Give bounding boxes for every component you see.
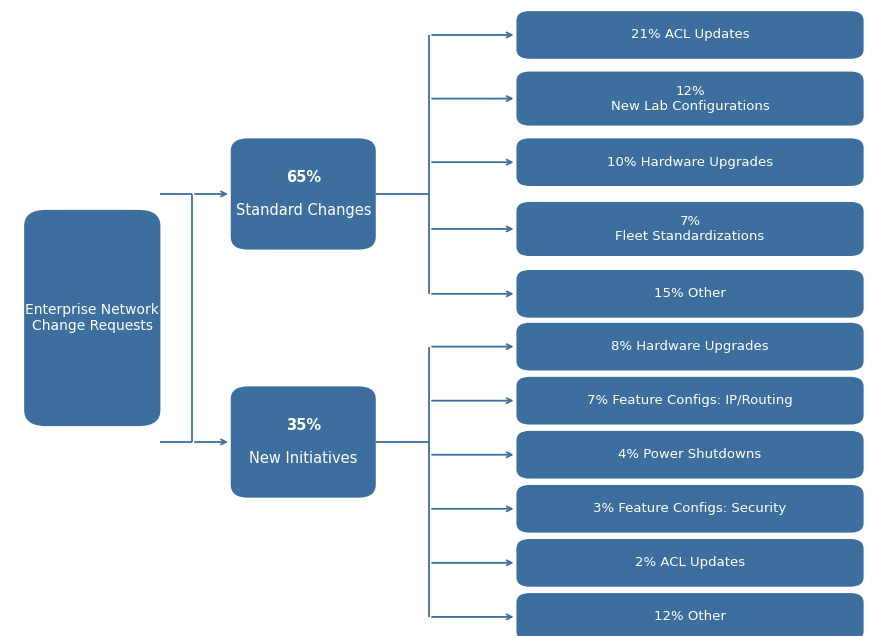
Text: 21% ACL Updates: 21% ACL Updates	[630, 29, 748, 41]
FancyBboxPatch shape	[516, 322, 862, 370]
Text: 12% Other: 12% Other	[653, 611, 725, 623]
Text: New Initiatives: New Initiatives	[248, 451, 357, 466]
Text: 10% Hardware Upgrades: 10% Hardware Upgrades	[607, 156, 772, 169]
Text: Enterprise Network
Change Requests: Enterprise Network Change Requests	[25, 303, 159, 333]
Text: 2% ACL Updates: 2% ACL Updates	[634, 556, 745, 569]
FancyBboxPatch shape	[516, 139, 862, 186]
Text: 8% Hardware Upgrades: 8% Hardware Upgrades	[610, 340, 768, 353]
FancyBboxPatch shape	[516, 539, 862, 586]
FancyBboxPatch shape	[516, 11, 862, 59]
Text: 15% Other: 15% Other	[653, 287, 725, 300]
Text: 12%
New Lab Configurations: 12% New Lab Configurations	[610, 85, 768, 113]
FancyBboxPatch shape	[516, 270, 862, 317]
Text: 3% Feature Configs: Security: 3% Feature Configs: Security	[593, 502, 786, 515]
FancyBboxPatch shape	[230, 387, 376, 497]
FancyBboxPatch shape	[516, 485, 862, 532]
FancyBboxPatch shape	[516, 72, 862, 126]
Text: Standard Changes: Standard Changes	[235, 203, 371, 218]
Text: 65%: 65%	[285, 170, 320, 185]
Text: 7% Feature Configs: IP/Routing: 7% Feature Configs: IP/Routing	[587, 394, 792, 407]
Text: 4% Power Shutdowns: 4% Power Shutdowns	[618, 448, 760, 461]
Text: 7%
Fleet Standardizations: 7% Fleet Standardizations	[615, 215, 764, 243]
Text: 35%: 35%	[285, 418, 320, 433]
FancyBboxPatch shape	[230, 139, 376, 250]
FancyBboxPatch shape	[24, 210, 160, 426]
FancyBboxPatch shape	[516, 202, 862, 256]
FancyBboxPatch shape	[516, 431, 862, 479]
FancyBboxPatch shape	[516, 377, 862, 425]
FancyBboxPatch shape	[516, 593, 862, 636]
